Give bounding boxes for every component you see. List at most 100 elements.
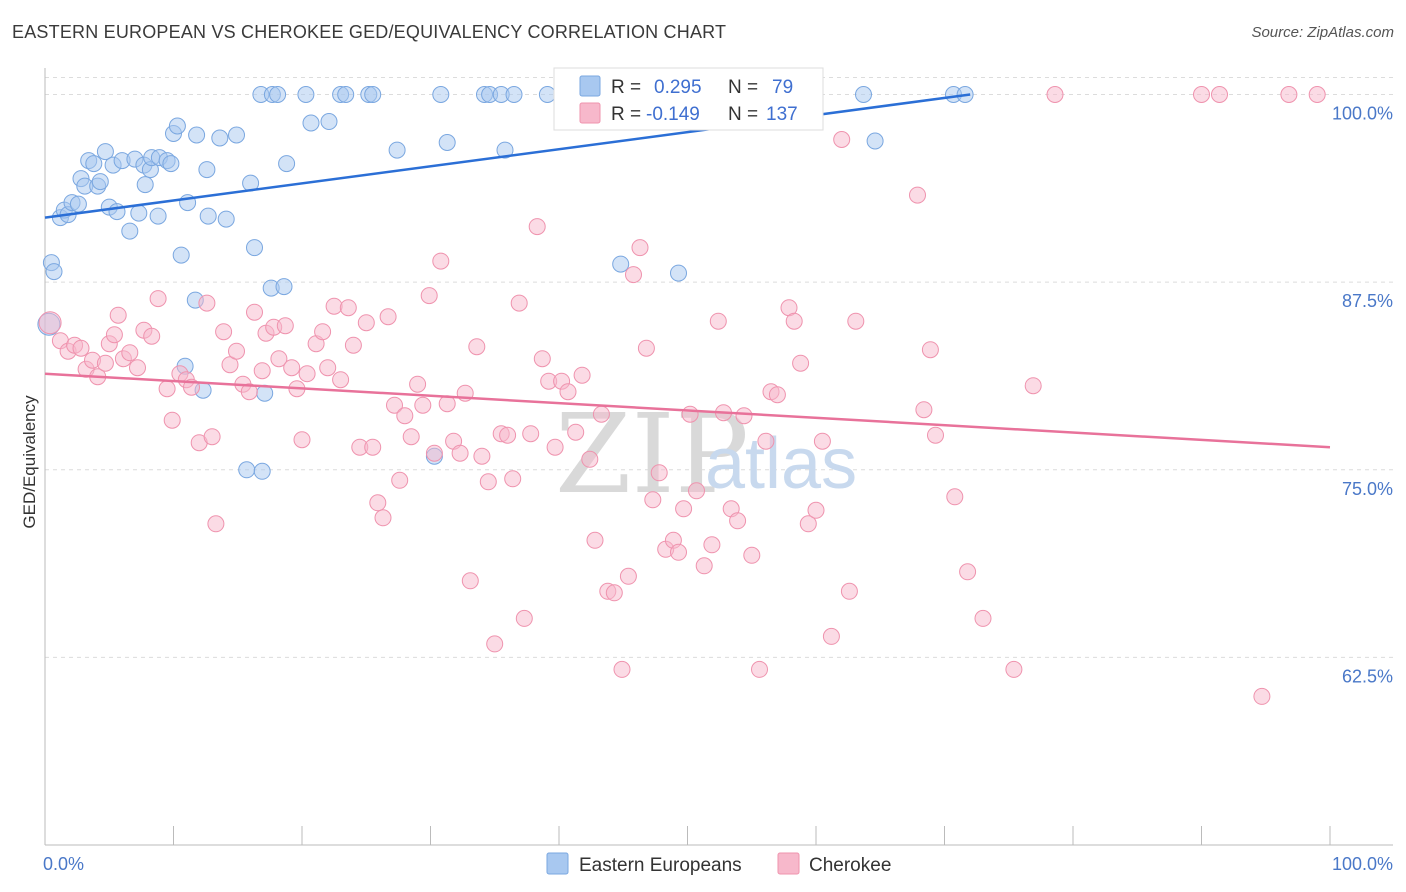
point-eastern-europeans [246,239,263,257]
point-eastern-europeans [199,207,217,225]
point-eastern-europeans [162,155,180,173]
point-cherokee [228,342,245,360]
point-cherokee [339,299,357,317]
point-eastern-europeans [432,86,450,103]
point-eastern-europeans [388,141,406,159]
point-cherokee [409,375,427,393]
point-eastern-europeans [108,203,126,221]
point-cherokee [468,338,486,356]
point-cherokee [270,350,288,368]
point-eastern-europeans [438,134,456,151]
point-cherokee [96,354,114,372]
point-eastern-europeans [130,204,148,222]
y-tick-label: 62.5% [1342,666,1393,686]
x-tick-labels: 0.0% 100.0% [43,854,1393,874]
point-cherokee [515,609,533,627]
point-cherokee [451,444,469,462]
point-cherokee [909,186,926,204]
point-cherokee [840,582,858,600]
legend-r-label-2: R = [611,104,641,125]
point-cherokee [386,396,403,414]
point-cherokee [573,366,591,384]
point-cherokee [499,426,517,444]
bottom-legend-swatch-cherokee [777,852,800,875]
point-eastern-europeans [69,195,87,213]
point-cherokee [246,303,263,321]
point-cherokee [619,567,637,585]
point-eastern-europeans [505,86,523,103]
point-cherokee [38,311,62,335]
point-eastern-europeans [228,126,245,144]
point-eastern-europeans [337,86,355,103]
point-cherokee [921,341,939,359]
point-cherokee [1005,660,1023,678]
point-cherokee [149,290,167,308]
point-eastern-europeans [670,264,687,282]
bottom-legend-cherokee: Cherokee [809,855,891,876]
trend-line-cherokee [44,372,1331,449]
point-cherokee [203,428,221,446]
point-cherokee [974,609,992,627]
point-eastern-europeans [320,113,338,130]
point-cherokee [528,218,546,236]
x-tick-label-min: 0.0% [43,854,84,874]
point-cherokee [207,515,225,533]
point-cherokee [959,563,977,581]
watermark: ZIP atlas [555,390,857,518]
point-eastern-europeans [364,86,382,103]
x-tick-label-max: 100.0% [1332,854,1393,874]
point-eastern-europeans [253,462,271,480]
point-eastern-europeans [297,86,315,103]
point-cherokee [625,266,642,284]
point-cherokee [546,438,564,456]
point-cherokee [1193,86,1210,103]
legend-n-value-1: 79 [772,77,793,98]
point-eastern-europeans [45,263,63,281]
point-eastern-europeans [188,126,206,144]
point-cherokee [650,464,668,482]
y-tick-label: 75.0% [1342,479,1393,499]
source-label: Source: ZipAtlas.com [1251,24,1394,41]
point-cherokee [72,339,90,357]
point-cherokee [695,557,713,575]
point-cherokee [510,294,528,312]
point-cherokee [504,470,522,488]
point-cherokee [703,536,721,554]
point-cherokee [158,380,176,398]
point-cherokee [567,423,585,441]
point-eastern-europeans [238,461,256,479]
point-cherokee [605,584,623,602]
point-cherokee [743,546,761,564]
legend-n-label-1: N = [728,77,758,98]
point-eastern-europeans [91,173,109,191]
bottom-legend: Eastern Europeans Cherokee [546,852,891,876]
point-cherokee [325,297,343,315]
point-cherokee [473,447,491,465]
point-cherokee [1280,86,1298,103]
point-cherokee [1211,86,1228,103]
point-cherokee [486,635,504,653]
y-axis-title: GED/Equivalency [20,395,39,529]
point-cherokee [915,401,933,419]
point-cherokee [420,287,438,305]
bottom-legend-swatch-eastern [546,852,569,875]
point-cherokee [240,383,258,401]
point-cherokee [357,314,375,332]
point-eastern-europeans [198,161,216,179]
point-cherokee [735,407,753,425]
point-cherokee [522,425,540,443]
point-cherokee [163,411,181,429]
point-eastern-europeans [269,86,287,103]
point-cherokee [105,326,123,344]
point-cherokee [559,383,577,401]
point-cherokee [833,131,851,148]
axes [44,68,1393,846]
y-tick-labels: 62.5% 75.0% 87.5% 100.0% [1332,104,1393,687]
point-eastern-europeans [168,117,186,135]
point-eastern-europeans [85,155,103,173]
point-cherokee [396,407,414,425]
watermark-atlas: atlas [705,424,857,504]
point-cherokee [1046,86,1064,103]
point-cherokee [586,531,604,549]
point-cherokee [581,450,599,468]
